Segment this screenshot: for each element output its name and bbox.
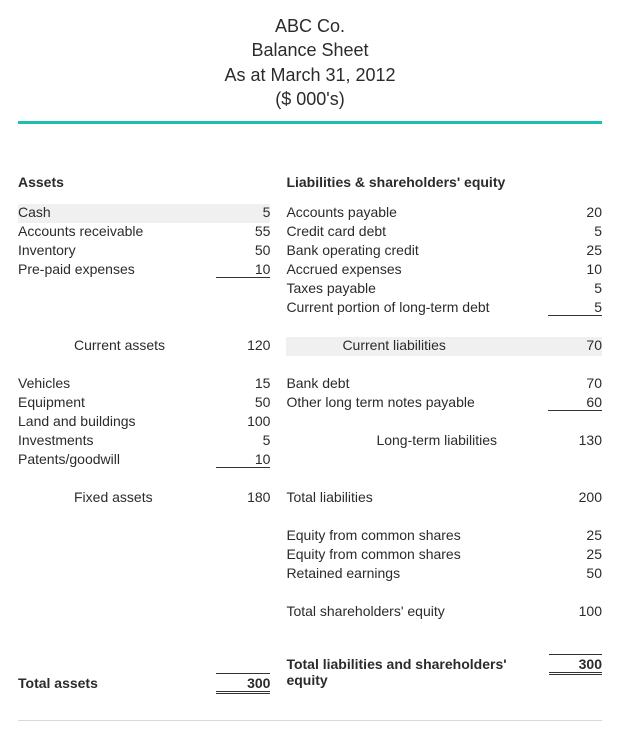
- row-label: Inventory: [18, 242, 216, 258]
- table-row: Accounts payable 20: [286, 204, 602, 223]
- row-value: 5: [216, 204, 270, 221]
- grand-total-value: 300: [216, 673, 270, 694]
- row-label: Taxes payable: [286, 280, 548, 296]
- subtotal-row: Long-term liabilities 130: [286, 432, 602, 451]
- row-value: 15: [216, 375, 270, 392]
- subtotal-row: Total shareholders' equity 100: [286, 603, 602, 622]
- grand-total-label: Total liabilities and shareholders' equi…: [286, 656, 548, 688]
- subtotal-label: Total liabilities: [286, 489, 548, 505]
- row-label: Other long term notes payable: [286, 394, 548, 410]
- table-row: Equity from common shares 25: [286, 527, 602, 546]
- table-row: Inventory 50: [18, 242, 270, 261]
- row-value: 10: [216, 261, 270, 278]
- subtotal-row: Current liabilities 70: [286, 337, 602, 356]
- liabilities-column: Liabilities & shareholders' equity Accou…: [286, 174, 602, 692]
- company-name: ABC Co.: [18, 14, 602, 38]
- row-value: 10: [548, 261, 602, 278]
- row-label: Accrued expenses: [286, 261, 548, 277]
- assets-column: Assets Cash 5 Accounts receivable 55 Inv…: [18, 174, 270, 692]
- row-label: Current portion of long-term debt: [286, 299, 548, 315]
- row-label: Bank debt: [286, 375, 548, 391]
- row-value: 25: [548, 546, 602, 563]
- row-value: 25: [548, 527, 602, 544]
- row-value: 55: [216, 223, 270, 240]
- balance-sheet-page: ABC Co. Balance Sheet As at March 31, 20…: [0, 0, 620, 751]
- row-value: 70: [548, 375, 602, 392]
- subtotal-value: 200: [548, 489, 602, 506]
- table-row: Accounts receivable 55: [18, 223, 270, 242]
- assets-heading: Assets: [18, 174, 270, 204]
- subtotal-label: Total shareholders' equity: [286, 603, 548, 619]
- subtotal-row: Fixed assets 180: [18, 489, 270, 508]
- report-date: As at March 31, 2012: [18, 63, 602, 87]
- grand-total-value: 300: [549, 654, 602, 675]
- subtotal-value: 100: [548, 603, 602, 620]
- row-label: Bank operating credit: [286, 242, 548, 258]
- table-row: Vehicles 15: [18, 375, 270, 394]
- table-row: Current portion of long-term debt 5: [286, 299, 602, 318]
- table-row: Taxes payable 5: [286, 280, 602, 299]
- grand-total-row: Total liabilities and shareholders' equi…: [286, 654, 602, 673]
- grand-total-label: Total assets: [18, 675, 216, 691]
- table-row: Equipment 50: [18, 394, 270, 413]
- report-units: ($ 000's): [18, 87, 602, 111]
- subtotal-label: Long-term liabilities: [286, 432, 548, 448]
- row-value: 5: [216, 432, 270, 449]
- row-value: 50: [548, 565, 602, 582]
- table-row: Cash 5: [18, 204, 270, 223]
- liabilities-heading: Liabilities & shareholders' equity: [286, 174, 602, 204]
- row-label: Pre-paid expenses: [18, 261, 216, 277]
- row-label: Credit card debt: [286, 223, 548, 239]
- table-row: Accrued expenses 10: [286, 261, 602, 280]
- subtotal-label: Current liabilities: [286, 337, 548, 353]
- table-row: Bank debt 70: [286, 375, 602, 394]
- accent-rule: [18, 121, 602, 124]
- subtotal-value: 130: [548, 432, 602, 449]
- table-row: Pre-paid expenses 10: [18, 261, 270, 280]
- row-label: Equipment: [18, 394, 216, 410]
- row-value: 25: [548, 242, 602, 259]
- table-row: Other long term notes payable 60: [286, 394, 602, 413]
- table-row: Credit card debt 5: [286, 223, 602, 242]
- row-value: 5: [548, 299, 602, 316]
- table-row: Patents/goodwill 10: [18, 451, 270, 470]
- header-block: ABC Co. Balance Sheet As at March 31, 20…: [18, 14, 602, 121]
- row-value: 50: [216, 242, 270, 259]
- row-label: Land and buildings: [18, 413, 216, 429]
- row-label: Equity from common shares: [286, 546, 548, 562]
- subtotal-value: 180: [216, 489, 270, 506]
- subtotal-label: Fixed assets: [18, 489, 216, 505]
- row-label: Vehicles: [18, 375, 216, 391]
- row-value: 60: [548, 394, 602, 411]
- row-value: 20: [548, 204, 602, 221]
- bottom-rule: [18, 720, 602, 721]
- subtotal-row: Current assets 120: [18, 337, 270, 356]
- row-label: Cash: [18, 204, 216, 220]
- subtotal-label: Current assets: [18, 337, 216, 353]
- row-value: 5: [548, 280, 602, 297]
- row-value: 5: [548, 223, 602, 240]
- row-label: Investments: [18, 432, 216, 448]
- table-row: Land and buildings 100: [18, 413, 270, 432]
- row-label: Accounts payable: [286, 204, 548, 220]
- table-row: Investments 5: [18, 432, 270, 451]
- columns: Assets Cash 5 Accounts receivable 55 Inv…: [18, 174, 602, 692]
- report-title: Balance Sheet: [18, 38, 602, 62]
- table-row: Bank operating credit 25: [286, 242, 602, 261]
- row-value: 100: [216, 413, 270, 430]
- row-label: Accounts receivable: [18, 223, 216, 239]
- row-value: 50: [216, 394, 270, 411]
- table-row: Equity from common shares 25: [286, 546, 602, 565]
- subtotal-value: 120: [216, 337, 270, 354]
- row-label: Patents/goodwill: [18, 451, 216, 467]
- subtotal-value: 70: [548, 337, 602, 354]
- row-label: Retained earnings: [286, 565, 548, 581]
- subtotal-row: Total liabilities 200: [286, 489, 602, 508]
- table-row: Retained earnings 50: [286, 565, 602, 584]
- grand-total-row: Total assets 300: [18, 673, 270, 692]
- row-label: Equity from common shares: [286, 527, 548, 543]
- row-value: 10: [216, 451, 270, 468]
